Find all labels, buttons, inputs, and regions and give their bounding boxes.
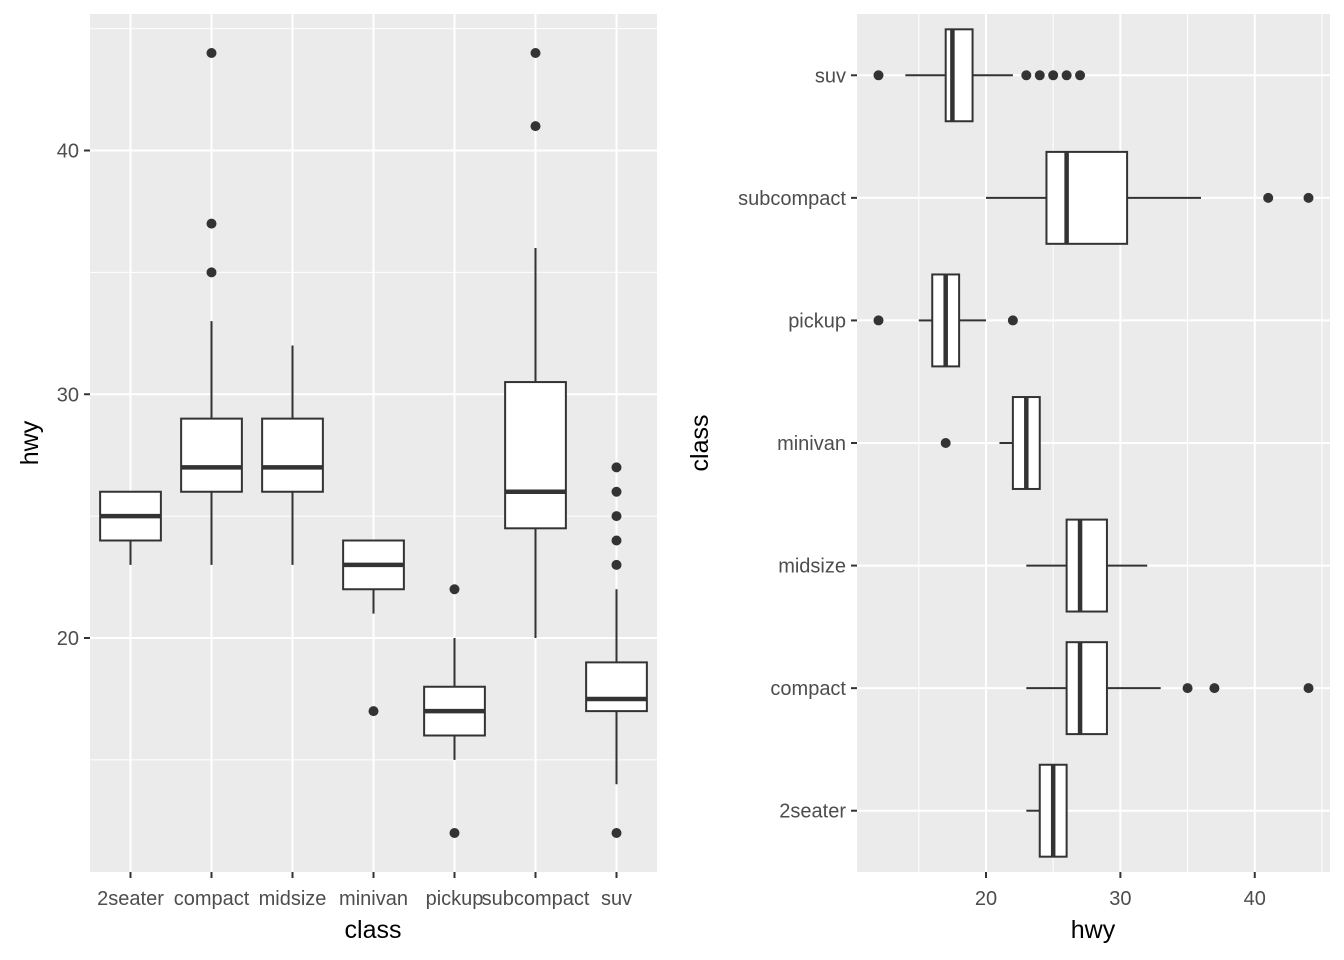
- box-2seater: [99, 490, 162, 565]
- box-iqr: [261, 417, 324, 493]
- y-tick-label: 20: [57, 628, 79, 650]
- box-iqr: [504, 381, 567, 530]
- box-2seater: [1026, 763, 1068, 858]
- outlier-point: [611, 486, 622, 497]
- box-subcompact: [504, 48, 567, 638]
- x-tick-label: pickup: [426, 888, 484, 910]
- y-tick-label: midsize: [778, 556, 846, 578]
- x-tick-label: minivan: [339, 888, 408, 910]
- box-subcompact: [986, 150, 1314, 245]
- outlier-point: [368, 706, 379, 717]
- x-tick-label: 40: [1244, 888, 1266, 910]
- y-tick-label: subcompact: [738, 188, 846, 210]
- outlier-point: [1061, 70, 1072, 81]
- box-iqr: [1065, 641, 1108, 736]
- boxplot-chart-vertical: 20 30 40 2seater compact midsize minivan pickup…: [16, 14, 657, 944]
- x-tick-label: suv: [601, 888, 632, 910]
- y-tick-label: compact: [770, 678, 846, 700]
- x-tick-label: subcompact: [482, 888, 590, 910]
- box-suv: [585, 462, 648, 838]
- y-tick-label: minivan: [777, 433, 846, 455]
- y-axis-title-hwy: hwy: [16, 420, 44, 465]
- y-tick-label: pickup: [788, 310, 846, 332]
- box-suv: [873, 28, 1086, 123]
- y-tick-label: 30: [57, 384, 79, 406]
- outlier-point: [1209, 683, 1220, 694]
- box-iqr: [1065, 518, 1108, 613]
- outlier-point: [1048, 70, 1059, 81]
- outlier-point: [1075, 70, 1086, 81]
- outlier-point: [611, 511, 622, 522]
- outlier-point: [873, 315, 884, 326]
- y-tick-label: 2seater: [779, 801, 846, 823]
- x-tick-label: 2seater: [97, 888, 164, 910]
- outlier-point: [1021, 70, 1032, 81]
- box-iqr: [1045, 150, 1129, 245]
- x-tick-label: compact: [174, 888, 250, 910]
- box-minivan: [342, 539, 405, 717]
- x-tick-label: 20: [975, 888, 997, 910]
- x-axis-title-hwy: hwy: [1071, 916, 1116, 944]
- outlier-point: [449, 584, 460, 595]
- box-midsize: [1026, 518, 1148, 613]
- box-compact: [1026, 641, 1314, 736]
- outlier-point: [1263, 192, 1274, 203]
- outlier-point: [1034, 70, 1045, 81]
- box-compact: [180, 48, 243, 565]
- outlier-point: [530, 121, 541, 132]
- outlier-point: [1007, 315, 1018, 326]
- y-tick-label: suv: [815, 65, 846, 87]
- y-axis-title-class: class: [686, 415, 714, 472]
- box-pickup: [423, 584, 486, 838]
- outlier-point: [1303, 192, 1314, 203]
- box-minivan: [940, 396, 1041, 490]
- outlier-point: [206, 48, 217, 58]
- outlier-point: [206, 267, 217, 278]
- x-tick-label: 30: [1109, 888, 1131, 910]
- outlier-point: [611, 828, 622, 838]
- outlier-point: [530, 48, 541, 58]
- box-iqr: [944, 28, 974, 123]
- x-tick-label: midsize: [259, 888, 327, 910]
- boxplot-chart-horizontal: 20 30 40 2seater compact midsize minivan pickup…: [686, 14, 1330, 944]
- outlier-point: [611, 462, 622, 473]
- box-pickup: [873, 273, 1018, 368]
- outlier-point: [611, 559, 622, 570]
- outlier-point: [940, 438, 951, 448]
- box-iqr: [585, 661, 648, 713]
- outlier-point: [1303, 683, 1314, 694]
- outlier-point: [611, 535, 622, 546]
- outlier-point: [206, 218, 217, 229]
- x-axis-title-class: class: [345, 916, 402, 944]
- box-midsize: [261, 345, 324, 565]
- outlier-point: [873, 70, 884, 81]
- box-iqr: [180, 417, 243, 493]
- y-tick-label: 40: [57, 141, 79, 163]
- outlier-point: [1182, 683, 1193, 694]
- outlier-point: [449, 828, 460, 838]
